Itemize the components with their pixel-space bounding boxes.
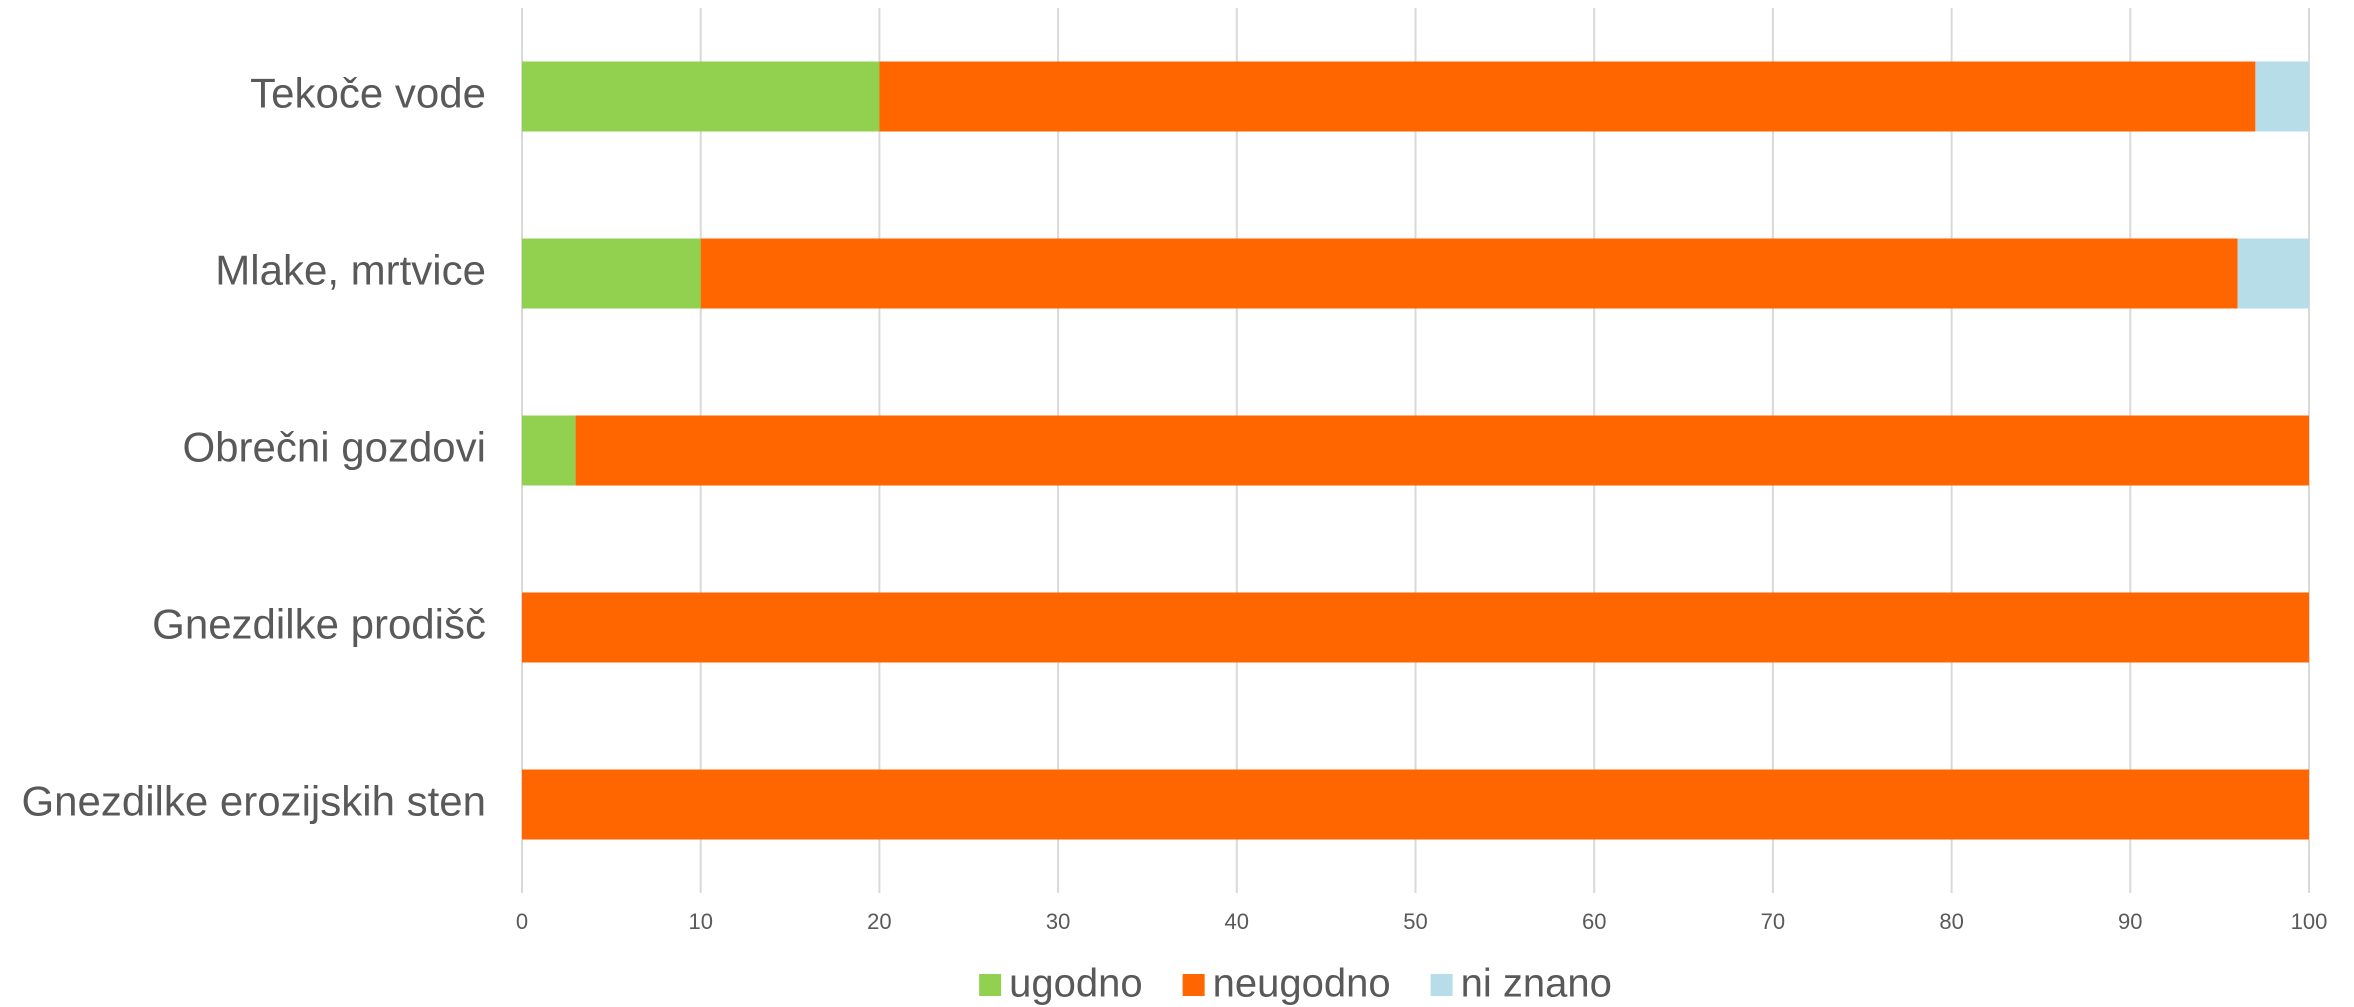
y-tick-label: Obrečni gozdovi — [183, 424, 487, 471]
bar-segment — [2237, 238, 2309, 309]
x-tick-label: 40 — [1225, 909, 1249, 934]
x-tick-label: 80 — [1939, 909, 1963, 934]
legend-label: neugodno — [1213, 962, 1391, 1006]
x-tick-label: 50 — [1403, 909, 1427, 934]
legend-label: ugodno — [1009, 962, 1142, 1006]
bar-segment — [522, 238, 701, 309]
x-tick-label: 70 — [1761, 909, 1785, 934]
x-tick-label: 100 — [2291, 909, 2328, 934]
bar-segment — [700, 238, 2238, 309]
x-tick-label: 0 — [516, 909, 528, 934]
x-tick-label: 60 — [1582, 909, 1606, 934]
x-tick-label: 20 — [867, 909, 891, 934]
y-tick-label: Mlake, mrtvice — [215, 247, 486, 294]
bar-segment — [2255, 61, 2309, 132]
bar-segment — [522, 769, 2309, 840]
y-tick-label: Gnezdilke prodišč — [152, 601, 486, 648]
bar-segment — [522, 415, 576, 486]
y-tick-label: Gnezdilke erozijskih sten — [21, 778, 486, 825]
legend-label: ni znano — [1461, 962, 1612, 1006]
bar-segment — [879, 61, 2256, 132]
y-tick-label: Tekoče vode — [250, 70, 486, 117]
bar-segment — [522, 61, 880, 132]
bar-segment — [522, 592, 2309, 663]
x-tick-label: 90 — [2118, 909, 2142, 934]
bar-segment — [575, 415, 2309, 486]
legend-swatch — [1182, 974, 1205, 996]
x-tick-label: 10 — [688, 909, 712, 934]
x-tick-label: 30 — [1046, 909, 1070, 934]
legend-swatch — [979, 974, 1002, 996]
legend-swatch — [1430, 974, 1453, 996]
